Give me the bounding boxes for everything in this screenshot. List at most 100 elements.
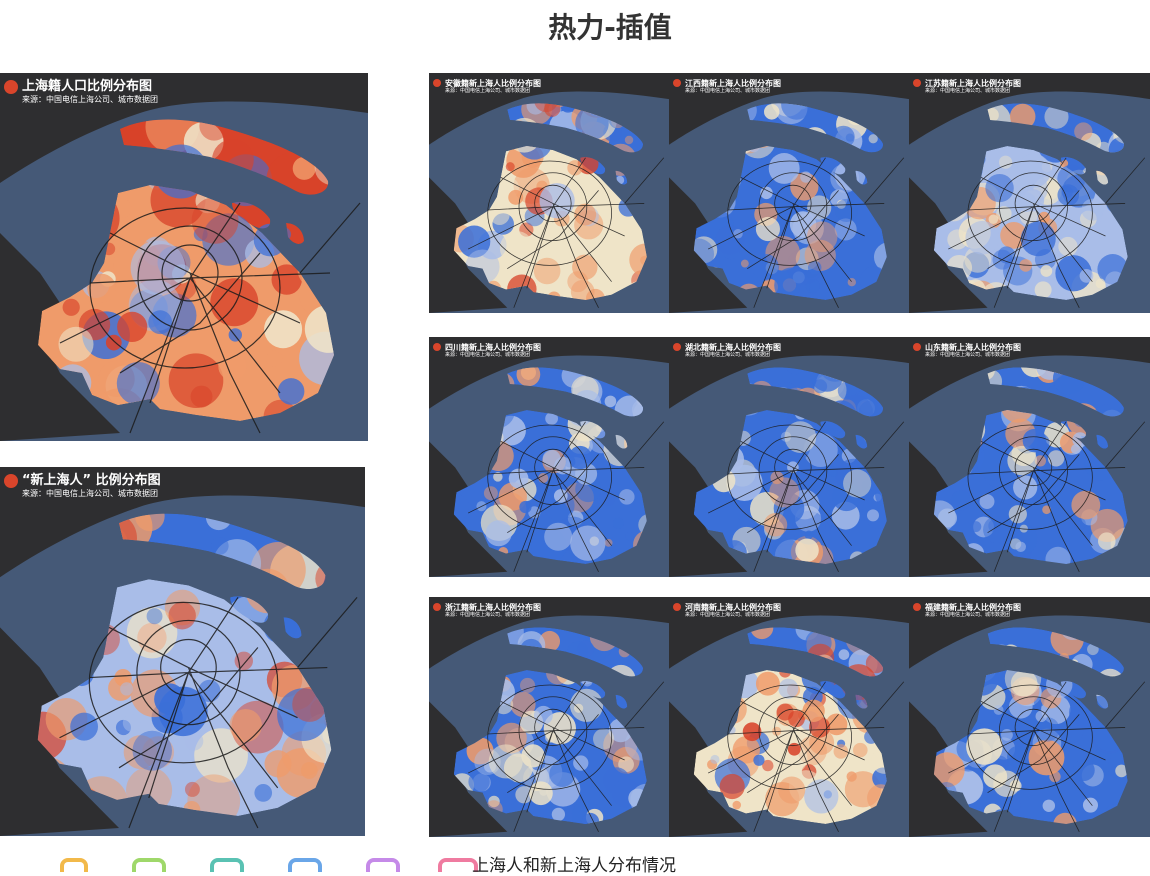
heat-blob [266, 350, 283, 367]
heat-blob [168, 601, 196, 630]
heat-blob [955, 155, 983, 184]
district-area [453, 146, 647, 300]
heat-blob [238, 119, 266, 132]
heat-blob [184, 781, 200, 797]
heat-blob [479, 159, 494, 174]
heat-blob [1111, 103, 1122, 109]
heat-blob [43, 237, 72, 266]
heat-blob [946, 690, 979, 723]
heat-blob [453, 493, 470, 522]
heat-blob [624, 135, 634, 145]
heat-blob [277, 688, 330, 742]
logo-badge-icon [4, 474, 18, 488]
heat-blob [510, 692, 536, 718]
heat-blob [453, 164, 475, 196]
heat-blob [632, 451, 647, 482]
logo-badge-icon [433, 343, 441, 351]
heat-blob [212, 139, 254, 181]
heat-blob [604, 395, 617, 408]
heat-blob [641, 223, 647, 233]
map-native [0, 73, 368, 441]
heat-blob [940, 419, 965, 444]
map-hubei [669, 337, 909, 577]
heat-blob [453, 413, 478, 443]
mainland-west [429, 441, 508, 577]
heat-blob [1099, 627, 1127, 646]
panel-title: 福建籍新上海人比例分布图 [925, 603, 1021, 612]
panel-header: 上海籍人口比例分布图 来源：中国电信上海公司、城市数据团 [4, 79, 158, 105]
heat-blob [1010, 670, 1038, 697]
panel-header: 江苏籍新上海人比例分布图 来源：中国电信上海公司、城市数据团 [913, 79, 1021, 95]
heat-blob [479, 179, 493, 193]
heat-blob [570, 279, 595, 300]
ring-road [967, 424, 1093, 530]
heat-blob [570, 401, 588, 418]
heat-blob [462, 142, 475, 155]
road-network [948, 681, 1146, 832]
heat-blob [965, 220, 1000, 255]
panel-header: 浙江籍新上海人比例分布图 来源：中国电信上海公司、城市数据团 [433, 603, 541, 619]
heat-blob [933, 433, 966, 468]
heat-blob [1111, 112, 1128, 145]
road-network [59, 202, 361, 434]
mainland-west [669, 177, 748, 313]
heat-blob [762, 759, 774, 772]
heat-blob [530, 131, 542, 143]
heat-blob [837, 381, 857, 400]
panel-title: 安徽籍新上海人比例分布图 [445, 79, 541, 88]
heat-blob [631, 270, 647, 291]
mainland-north [909, 597, 1150, 669]
panel-title: 山东籍新上海人比例分布图 [925, 343, 1021, 352]
heat-blob [511, 120, 527, 136]
heat-blob [277, 378, 305, 405]
panel-title: 浙江籍新上海人比例分布图 [445, 603, 541, 612]
heat-blob [721, 118, 758, 155]
heat-blob [499, 231, 534, 265]
heat-blob [65, 529, 118, 583]
highway [128, 596, 358, 829]
heat-blob [493, 472, 503, 482]
map-panel-zhejiang: 浙江籍新上海人比例分布图 来源：中国电信上海公司、城市数据团 [429, 597, 669, 837]
heat-blob [774, 267, 810, 300]
heat-blob [693, 152, 708, 168]
heat-layer [453, 627, 647, 824]
heat-blob [607, 106, 631, 130]
heat-blob [533, 705, 553, 725]
heat-blob [580, 400, 602, 422]
heat-blob [570, 525, 606, 561]
heat-blob [1124, 750, 1128, 765]
heat-blob [1060, 627, 1086, 641]
heat-blob [1088, 627, 1111, 648]
heat-blob [778, 678, 799, 699]
heat-blob [117, 311, 148, 342]
heat-blob [846, 771, 857, 782]
heat-blob [836, 199, 846, 209]
heat-blob [488, 795, 500, 808]
heat-blob [194, 728, 248, 783]
heat-blob [1042, 799, 1056, 812]
heat-blob [1020, 221, 1056, 257]
logo-badge-icon [433, 603, 441, 611]
heat-blob [116, 362, 160, 405]
heat-blob [589, 627, 619, 652]
heat-blob [1071, 653, 1093, 676]
panel-title: 四川籍新上海人比例分布图 [445, 343, 541, 352]
heat-blob [38, 196, 56, 228]
mainland-west [669, 441, 748, 577]
heat-blob [1082, 797, 1099, 813]
heat-blob [453, 690, 474, 722]
heat-blob [458, 225, 491, 258]
heat-blob [58, 326, 94, 362]
heat-blob [122, 714, 141, 732]
heat-blob [567, 399, 594, 426]
heat-blob [489, 372, 515, 398]
mainland-north [909, 73, 1150, 145]
heat-blob [1114, 192, 1128, 209]
heat-blob [466, 737, 494, 765]
mainland-north [0, 467, 365, 578]
figure-caption: 上海人和新上海人分布情况 [472, 856, 676, 876]
map-panel-shandong: 山东籍新上海人比例分布图 来源：中国电信上海公司、城市数据团 [909, 337, 1150, 577]
heat-blob [534, 103, 558, 113]
logo-badge-icon [4, 80, 18, 94]
ring-road [487, 684, 612, 790]
